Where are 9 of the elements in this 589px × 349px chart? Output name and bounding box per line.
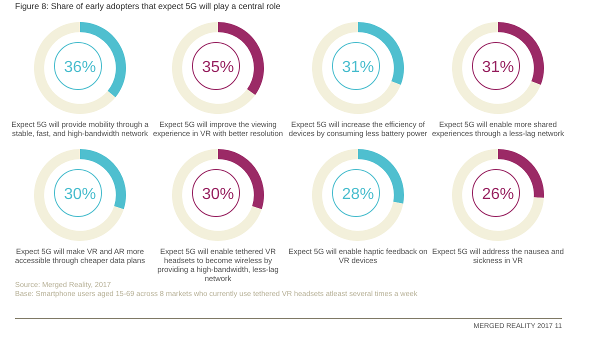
data-label: 31% [480,58,516,78]
data-label: 30% [200,185,236,205]
data-label: 35% [200,58,236,78]
data-label: 30% [62,185,98,205]
data-label: 26% [450,147,546,243]
text: Figure 8: Share of early adopters that expect 5G will play a central role [15,1,281,11]
data-label: 36% [62,58,98,78]
data-label: 31% [340,58,376,78]
data-label: 28% [310,147,406,243]
